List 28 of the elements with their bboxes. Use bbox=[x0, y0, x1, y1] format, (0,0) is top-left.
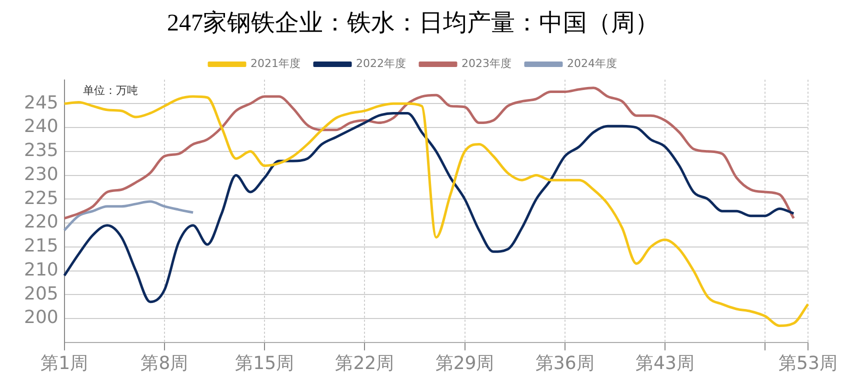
x-tick-label: 第36周 bbox=[535, 352, 594, 374]
line-series bbox=[63, 95, 810, 327]
chart-title: 247家钢铁企业：铁水：日均产量：中国（周） bbox=[167, 10, 659, 37]
legend-label: 2023年度 bbox=[462, 57, 512, 70]
legend-label: 2024年度 bbox=[566, 57, 617, 70]
y-tick-label: 200 bbox=[24, 307, 58, 328]
y-tick-label: 225 bbox=[24, 188, 58, 209]
line-series bbox=[63, 200, 194, 232]
annotation: 单位：万吨 bbox=[83, 84, 138, 97]
legend-label: 2021年度 bbox=[250, 57, 301, 70]
legend-label: 2022年度 bbox=[356, 57, 406, 70]
x-tick-label: 第8周 bbox=[140, 352, 188, 374]
y-tick-label: 235 bbox=[24, 140, 58, 162]
y-tick-label: 230 bbox=[24, 164, 58, 185]
x-tick-label: 第1周 bbox=[40, 352, 88, 374]
y-tick-label: 210 bbox=[24, 259, 58, 280]
y-tick-label: 205 bbox=[24, 283, 58, 304]
line-series bbox=[63, 86, 795, 220]
x-tick-label: 第29周 bbox=[435, 352, 494, 374]
x-tick-label: 第43周 bbox=[636, 352, 694, 374]
y-tick-label: 220 bbox=[24, 212, 58, 233]
y-tick-label: 240 bbox=[24, 116, 58, 138]
x-tick-label: 第15周 bbox=[235, 352, 294, 374]
y-tick-label: 215 bbox=[24, 236, 58, 257]
line-series bbox=[63, 112, 795, 304]
y-tick-label: 245 bbox=[24, 92, 58, 114]
x-tick-label: 第22周 bbox=[335, 352, 394, 374]
x-tick-label: 第53周 bbox=[778, 352, 838, 374]
